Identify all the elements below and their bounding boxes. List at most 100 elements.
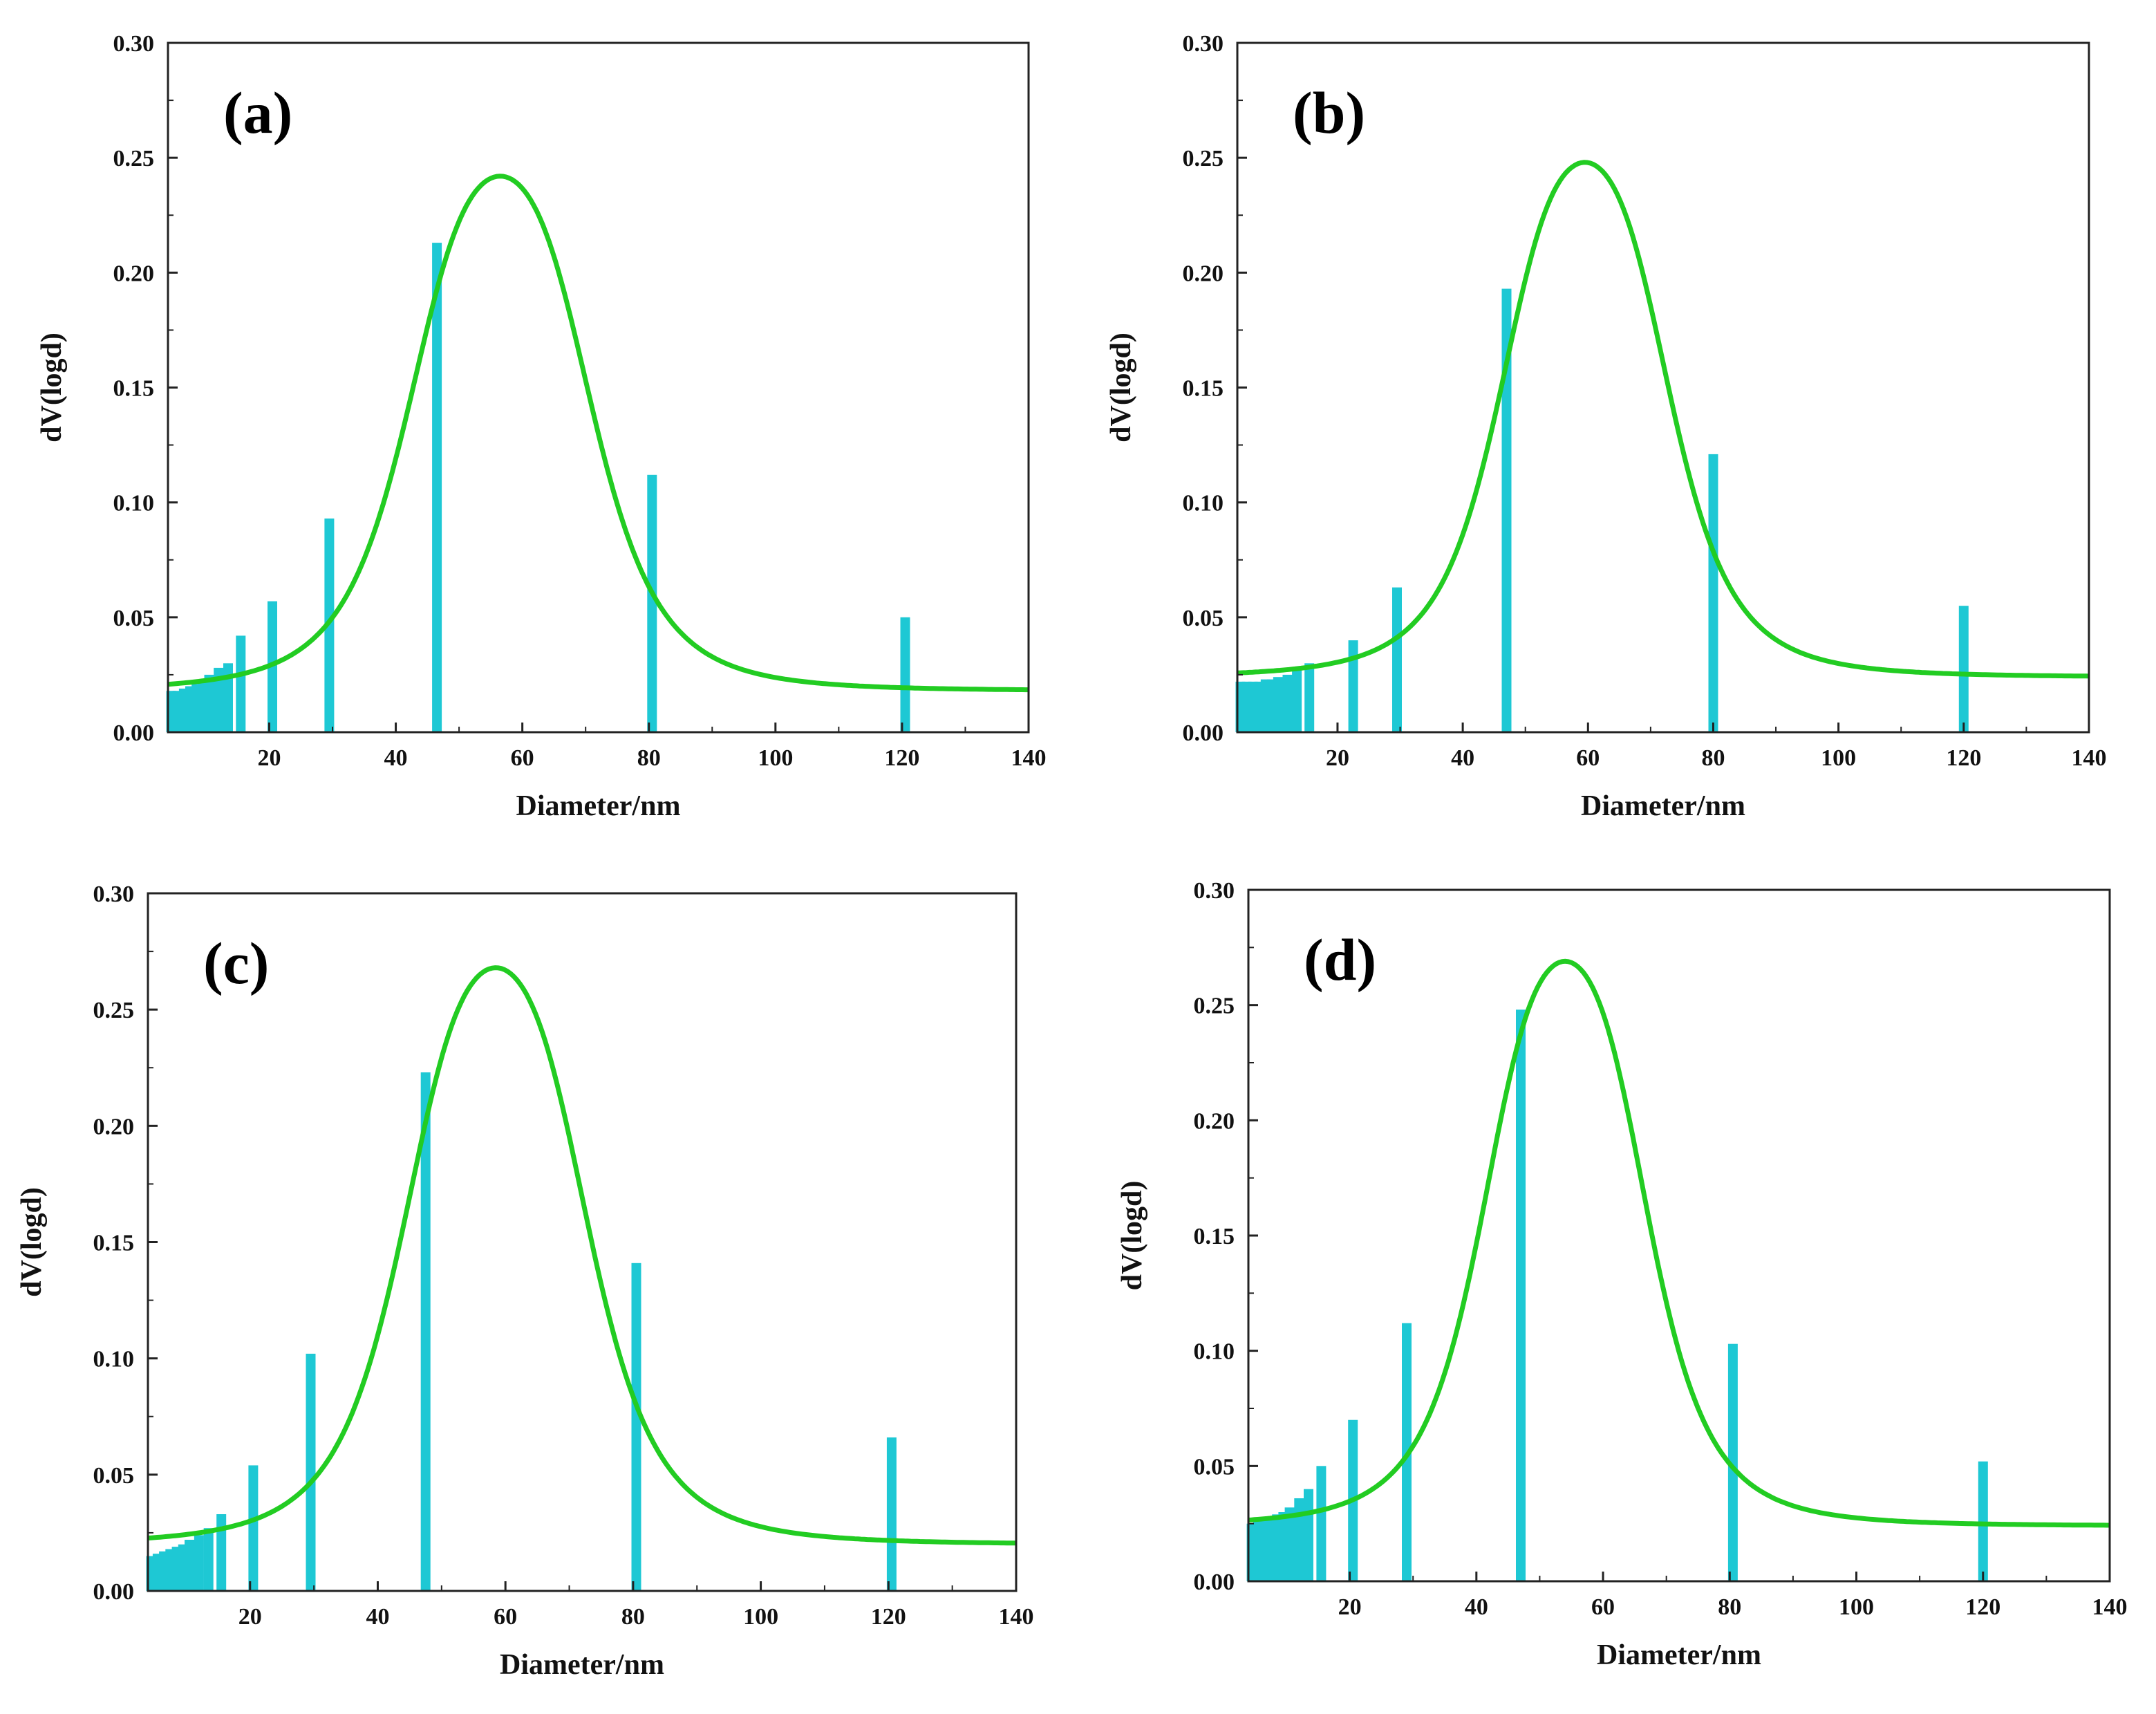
fit-curve [1237,160,2090,679]
y-tick-label: 0.10 [93,1347,135,1372]
fit-curve [147,965,1016,1546]
x-tick-label: 40 [1451,745,1474,771]
y-tick-label: 0.20 [93,1114,135,1139]
bar [1292,670,1302,732]
fit-curve [1248,958,2110,1528]
panel-a: 20 40 60 80 100 120 140 0.00 0.05 0.10 0.15 0.20 0.2… [36,31,1047,822]
x-tick-label: 20 [1326,745,1349,771]
fit-curve [167,174,1029,693]
y-tick-label: 0.30 [93,882,135,907]
y-axis-title: dV(logd) [1105,333,1137,443]
x-tick-label: 60 [511,745,534,771]
bar [1708,454,1718,732]
y-tick-label: 0.10 [113,491,155,516]
x-tick-label: 60 [494,1604,517,1630]
panel-label: (c) [203,930,269,996]
bar [432,243,442,733]
y-tick-label: 0.30 [1194,878,1235,904]
bar [1978,1461,1988,1581]
bar [1501,288,1512,733]
y-tick-label: 0.00 [113,720,155,746]
bar [248,1465,259,1591]
y-tick-label: 0.25 [1183,146,1224,171]
y-tick-label: 0.05 [113,606,155,631]
y-tick-label: 0.15 [93,1231,135,1256]
panel-d: 20 40 60 80 100 120 140 0.00 0.05 0.10 0.15 0.20 0.2… [1116,878,2128,1671]
x-tick-label: 40 [366,1604,389,1630]
bar [1304,1489,1313,1581]
x-tick-label: 120 [884,745,919,771]
y-tick-label: 0.30 [113,31,155,57]
bar [1958,606,1969,732]
bar [1392,587,1402,732]
y-tick-label: 0.00 [93,1579,135,1605]
y-tick-label: 0.00 [1194,1569,1235,1595]
x-tick-label: 20 [257,745,281,771]
x-axis-title: Diameter/nm [1597,1639,1761,1671]
y-tick-label: 0.20 [113,261,155,286]
bar [1727,1343,1738,1581]
bar [1273,677,1283,732]
y-tick-label: 0.15 [1194,1224,1235,1249]
panel-label: (b) [1293,80,1365,146]
bar [204,674,214,732]
x-tick-label: 120 [1946,745,1981,771]
x-tick-label: 100 [743,1604,778,1630]
x-tick-label: 80 [1718,1594,1741,1620]
bar [900,617,910,732]
y-tick-label: 0.25 [93,998,135,1023]
x-tick-label: 40 [1465,1594,1488,1620]
bar [306,1353,316,1591]
x-tick-label: 140 [2072,745,2107,771]
y-tick-label: 0.25 [1194,994,1235,1019]
bar [1284,1507,1295,1581]
x-tick-label: 140 [2092,1594,2128,1620]
y-tick-label: 0.25 [113,146,155,171]
bar [647,474,657,732]
x-tick-label: 100 [758,745,793,771]
y-axis-title: dV(logd) [36,333,68,443]
x-tick-label: 100 [1839,1594,1874,1620]
x-tick-label: 60 [1591,1594,1615,1620]
bar [216,1514,227,1591]
y-tick-label: 0.05 [93,1463,135,1489]
x-tick-label: 80 [1701,745,1725,771]
bar [1294,1498,1304,1581]
x-tick-label: 140 [999,1604,1034,1630]
bar [236,635,246,732]
x-tick-label: 40 [384,745,408,771]
bar [194,1535,204,1591]
y-tick-label: 0.15 [113,376,155,402]
y-tick-label: 0.10 [1194,1339,1235,1365]
bar [1316,1466,1327,1581]
y-tick-label: 0.05 [1183,606,1224,631]
x-tick-label: 120 [1965,1594,2000,1620]
y-tick-label: 0.05 [1194,1454,1235,1480]
bar [203,1528,214,1591]
x-tick-label: 80 [621,1604,645,1630]
y-axis-title: dV(logd) [16,1187,48,1297]
x-tick-label: 20 [1338,1594,1362,1620]
bar [1282,674,1293,732]
y-tick-label: 0.20 [1183,261,1224,286]
x-tick-label: 60 [1576,745,1600,771]
y-tick-label: 0.30 [1183,31,1224,57]
panel-label: (a) [223,80,292,146]
y-axis-title: dV(logd) [1116,1181,1148,1291]
x-tick-label: 120 [871,1604,906,1630]
bar [631,1263,641,1591]
bar [420,1072,431,1591]
x-tick-label: 100 [1821,745,1856,771]
y-tick-label: 0.10 [1183,491,1224,516]
bar [223,663,233,732]
bar [1304,663,1315,732]
bar [886,1437,897,1591]
x-tick-label: 20 [238,1604,262,1630]
panel-b: 20 40 60 80 100 120 140 0.00 0.05 0.10 0.15 0.20 0.2… [1105,31,2107,822]
y-tick-label: 0.15 [1183,376,1224,402]
bar [1348,640,1358,732]
y-tick-label: 0.20 [1194,1108,1235,1134]
x-tick-label: 80 [637,745,661,771]
